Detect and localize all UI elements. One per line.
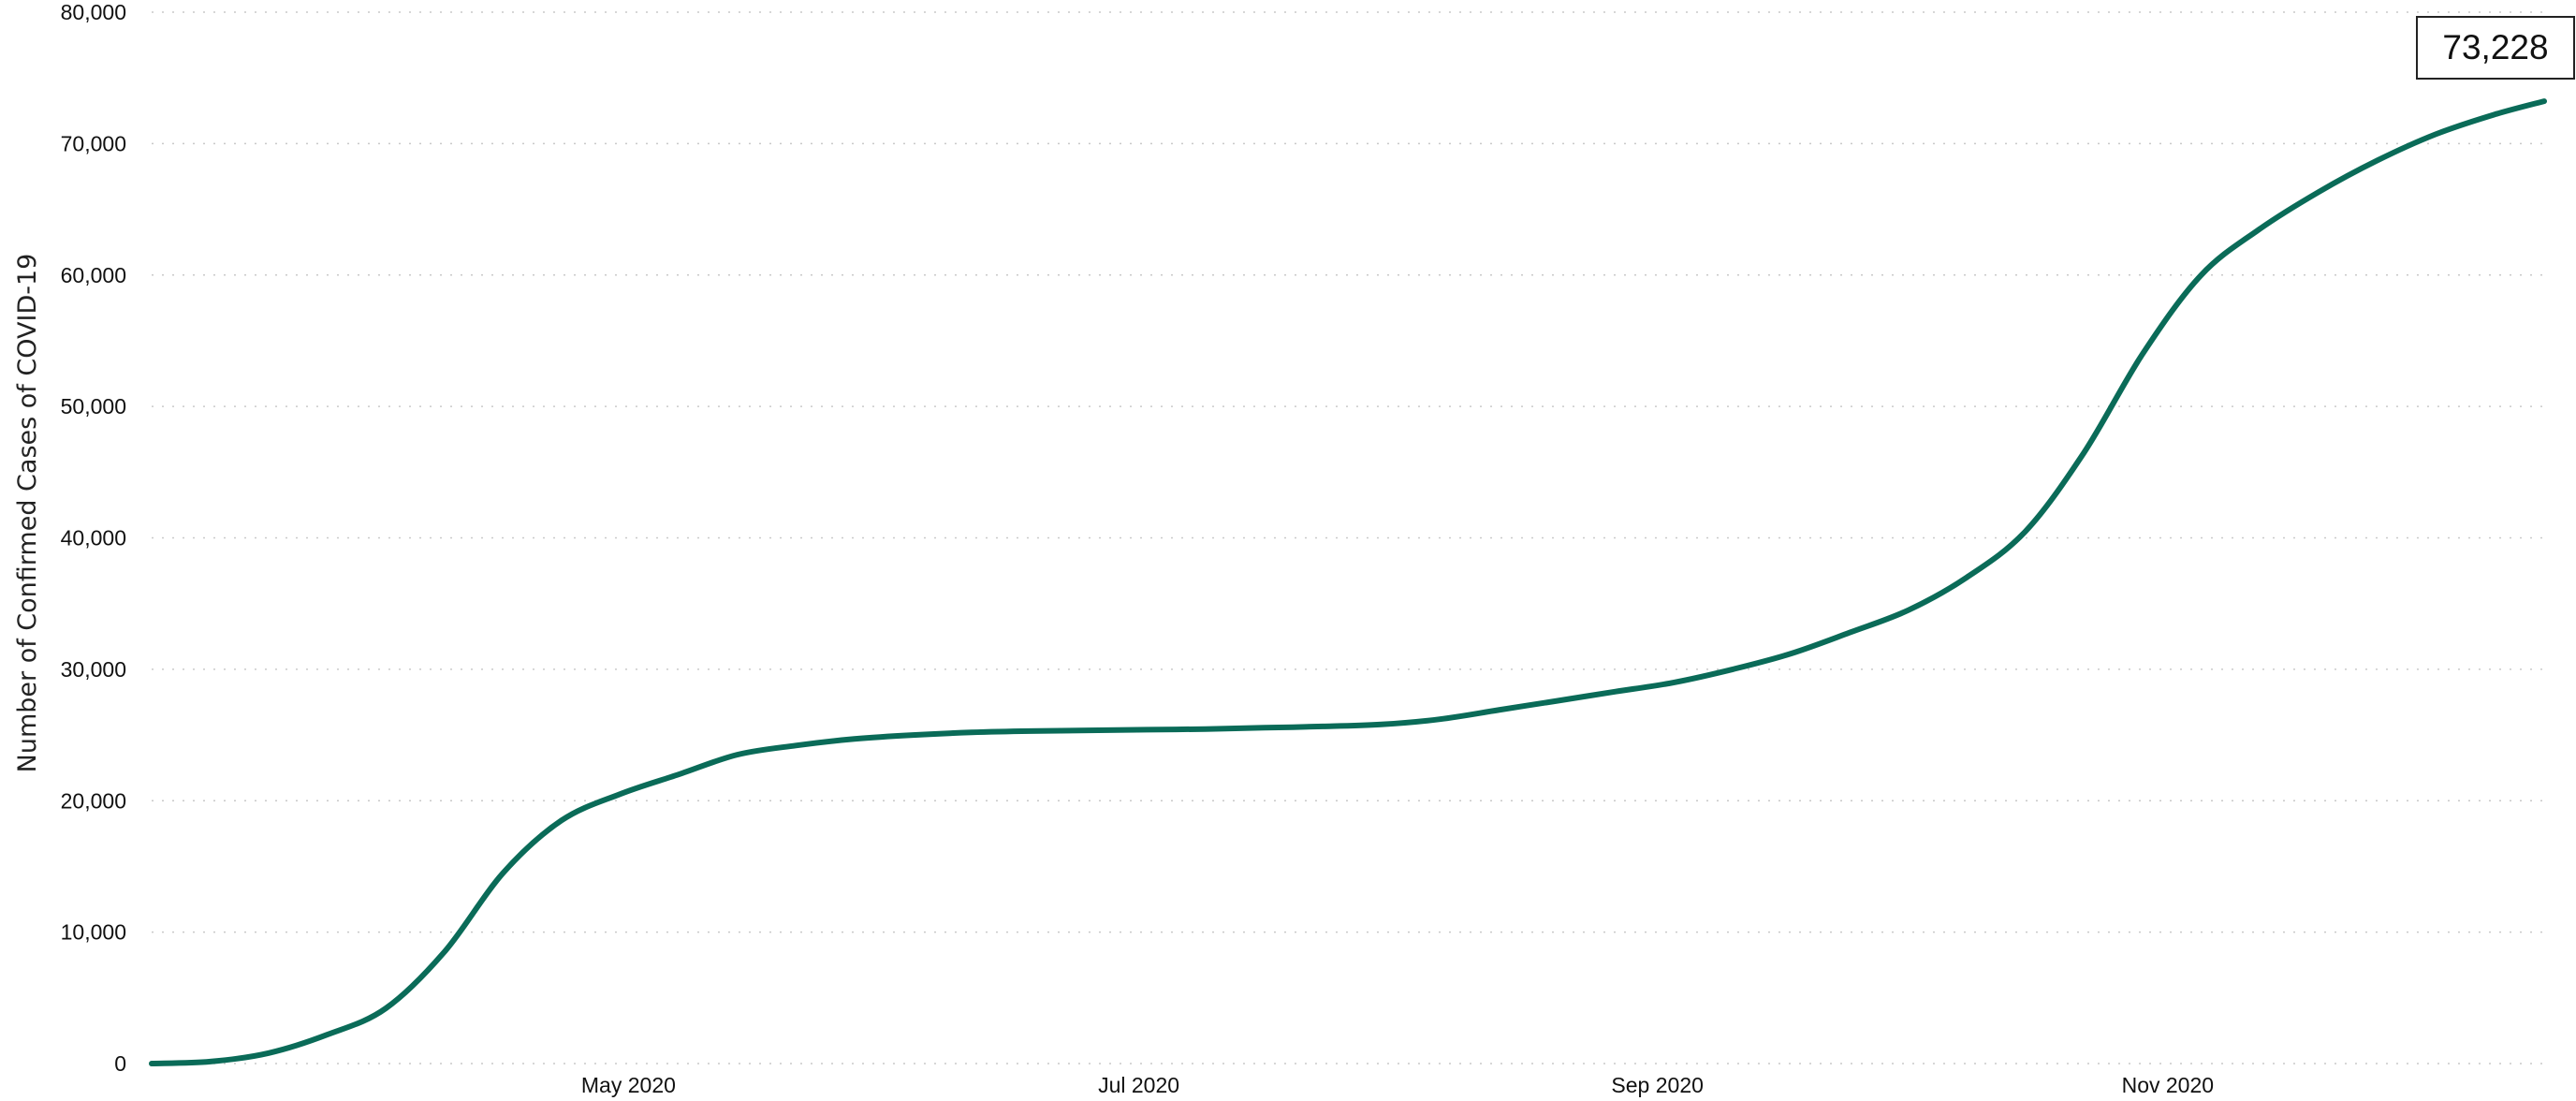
y-tick-label: 20,000 bbox=[61, 788, 126, 813]
y-tick-label: 0 bbox=[114, 1051, 126, 1076]
latest-value-label: 73,228 bbox=[2442, 28, 2548, 66]
cumulative-cases-line bbox=[149, 98, 2547, 1066]
y-tick-label: 40,000 bbox=[61, 526, 126, 550]
y-tick-label: 60,000 bbox=[61, 263, 126, 287]
y-tick-label: 70,000 bbox=[61, 131, 126, 155]
series-layer bbox=[149, 98, 2547, 1066]
x-tick-label: Nov 2020 bbox=[2122, 1073, 2214, 1097]
y-tick-label: 10,000 bbox=[61, 920, 126, 945]
latest-value-callout: 73,228 bbox=[2416, 16, 2575, 80]
y-tick-label: 50,000 bbox=[61, 394, 126, 418]
y-tick-label: 30,000 bbox=[61, 657, 126, 682]
x-tick-label: May 2020 bbox=[581, 1073, 676, 1097]
y-tick-label: 80,000 bbox=[61, 0, 126, 24]
y-axis-title: Number of Confirmed Cases of COVID-19 bbox=[13, 254, 42, 773]
y-axis-ticks: 0 10,000 20,000 30,000 40,000 50,000 60,000 70,… bbox=[61, 0, 126, 1076]
gridlines bbox=[152, 11, 2544, 1064]
x-tick-label: Sep 2020 bbox=[1611, 1073, 1703, 1097]
x-axis-ticks: May 2020 Jul 2020 Sep 2020 Nov 2020 bbox=[581, 1073, 2214, 1097]
latest-value-box bbox=[2416, 16, 2575, 80]
x-tick-label: Jul 2020 bbox=[1098, 1073, 1179, 1097]
